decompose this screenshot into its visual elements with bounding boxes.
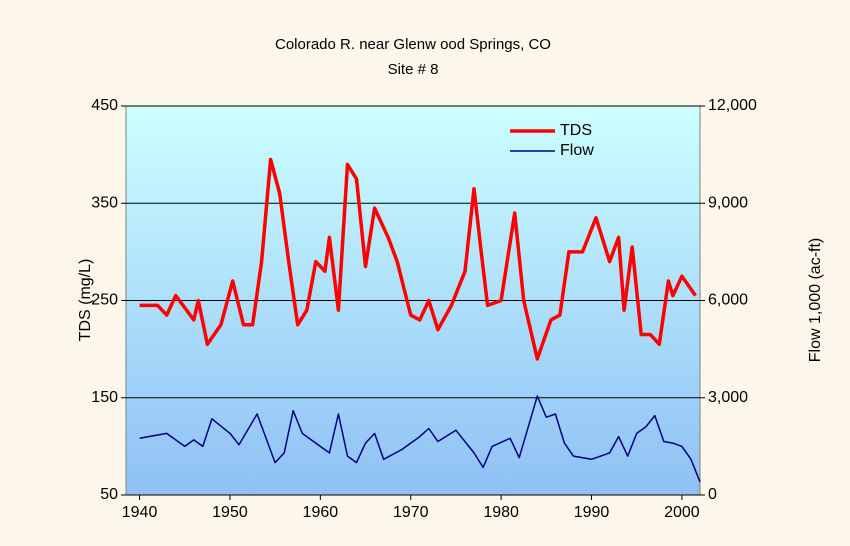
y-tick-label: 450: [91, 97, 118, 114]
y2-tick-label: 0: [708, 486, 717, 503]
y2-tick-label: 6,000: [708, 292, 748, 309]
chart-title: Colorado R. near Glenw ood Springs, CO: [275, 36, 551, 53]
y2-axis-label: Flow 1,000 (ac-ft): [807, 238, 824, 362]
y2-tick-label: 12,000: [708, 97, 757, 114]
series-line: [139, 157, 697, 361]
x-tick-label: 2000: [664, 504, 700, 521]
x-tick-label: 1990: [574, 504, 610, 521]
legend-label: TDS: [560, 122, 592, 139]
y-tick-label: 50: [100, 486, 118, 503]
chart-subtitle: Site # 8: [388, 61, 439, 78]
y-tick-label: 350: [91, 194, 118, 211]
x-tick-label: 1980: [483, 504, 519, 521]
y2-tick-label: 9,000: [708, 194, 748, 211]
y-tick-label: 150: [91, 389, 118, 406]
x-tick-label: 1960: [303, 504, 339, 521]
y-axis-label: TDS (mg/L): [77, 259, 94, 342]
legend-label: Flow: [560, 142, 594, 159]
x-tick-label: 1970: [393, 504, 429, 521]
series-line: [139, 395, 701, 483]
x-tick-label: 1940: [122, 504, 158, 521]
y2-tick-label: 3,000: [708, 389, 748, 406]
x-tick-label: 1950: [212, 504, 248, 521]
y-tick-label: 250: [91, 292, 118, 309]
